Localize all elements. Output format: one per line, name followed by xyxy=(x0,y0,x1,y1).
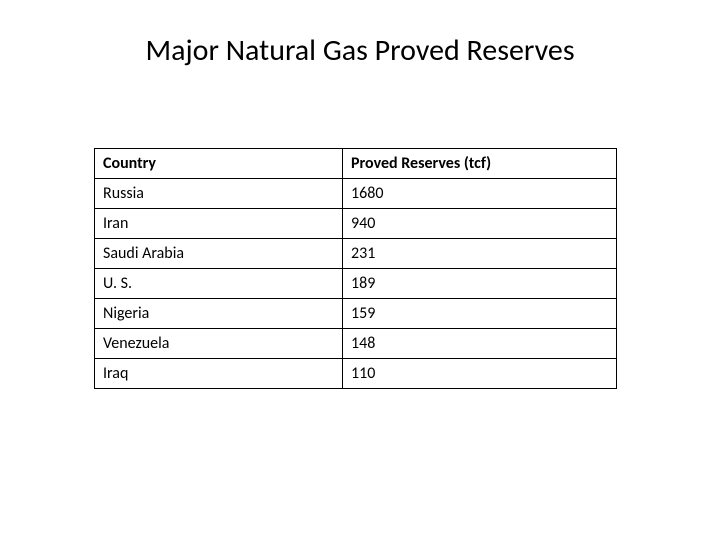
cell-value: 1680 xyxy=(343,179,617,209)
page-title: Major Natural Gas Proved Reserves xyxy=(0,32,720,69)
table-row: Nigeria 159 xyxy=(95,299,617,329)
table-row: U. S. 189 xyxy=(95,269,617,299)
cell-value: 159 xyxy=(343,299,617,329)
cell-value: 231 xyxy=(343,239,617,269)
cell-country: Russia xyxy=(95,179,343,209)
slide: Major Natural Gas Proved Reserves Countr… xyxy=(0,0,720,540)
table-row: Saudi Arabia 231 xyxy=(95,239,617,269)
cell-country: Nigeria xyxy=(95,299,343,329)
table-header-row: Country Proved Reserves (tcf) xyxy=(95,149,617,179)
table-row: Iraq 110 xyxy=(95,359,617,389)
cell-country: Iran xyxy=(95,209,343,239)
cell-country: Venezuela xyxy=(95,329,343,359)
reserves-table-wrap: Country Proved Reserves (tcf) Russia 168… xyxy=(94,148,616,389)
cell-value: 148 xyxy=(343,329,617,359)
cell-country: Iraq xyxy=(95,359,343,389)
cell-value: 189 xyxy=(343,269,617,299)
cell-country: U. S. xyxy=(95,269,343,299)
col-header-value: Proved Reserves (tcf) xyxy=(343,149,617,179)
table-row: Iran 940 xyxy=(95,209,617,239)
table-row: Russia 1680 xyxy=(95,179,617,209)
cell-value: 110 xyxy=(343,359,617,389)
table-row: Venezuela 148 xyxy=(95,329,617,359)
cell-value: 940 xyxy=(343,209,617,239)
reserves-table: Country Proved Reserves (tcf) Russia 168… xyxy=(94,148,617,389)
cell-country: Saudi Arabia xyxy=(95,239,343,269)
col-header-country: Country xyxy=(95,149,343,179)
